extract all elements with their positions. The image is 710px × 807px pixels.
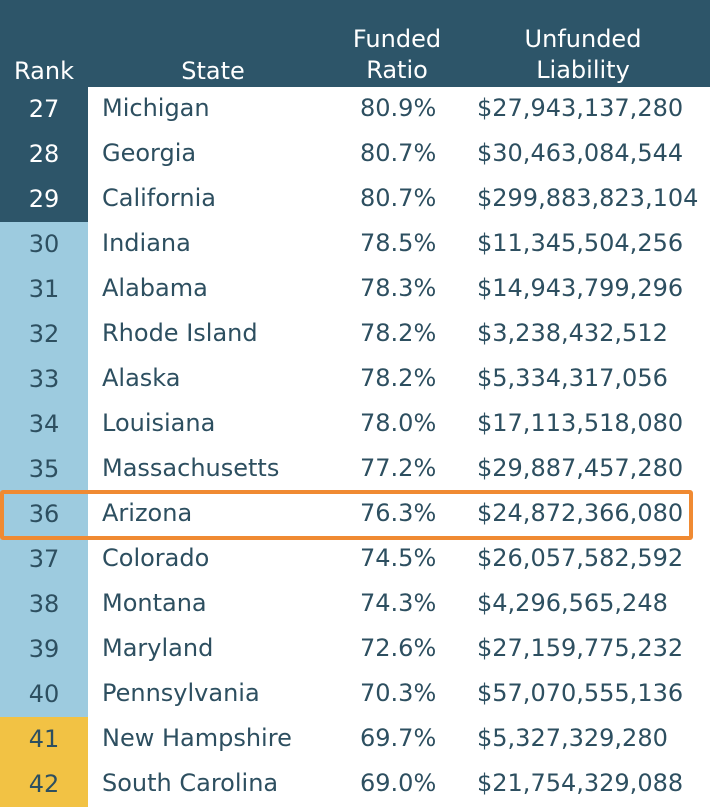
state-cell: Alabama bbox=[102, 274, 208, 302]
header-funded-ratio: Funded Ratio bbox=[338, 25, 456, 87]
state-cell: Indiana bbox=[102, 229, 191, 257]
rank-cell: 29 bbox=[0, 177, 88, 222]
state-cell: Rhode Island bbox=[102, 319, 258, 347]
unfunded-liability-cell: $14,943,799,296 bbox=[477, 274, 684, 302]
rank-cell: 37 bbox=[0, 537, 88, 582]
rank-cell: 35 bbox=[0, 447, 88, 492]
unfunded-liability-cell: $21,754,329,088 bbox=[477, 769, 684, 797]
rank-cell: 30 bbox=[0, 222, 88, 267]
funded-ratio-cell: 76.3% bbox=[360, 499, 437, 527]
state-cell: Michigan bbox=[102, 94, 210, 122]
unfunded-liability-cell: $3,238,432,512 bbox=[477, 319, 668, 347]
table-row: 30 Indiana 78.5% $11,345,504,256 bbox=[0, 222, 710, 267]
table-row: 39 Maryland 72.6% $27,159,775,232 bbox=[0, 627, 710, 672]
unfunded-liability-cell: $5,327,329,280 bbox=[477, 724, 668, 752]
rank-cell: 32 bbox=[0, 312, 88, 357]
funded-ratio-cell: 80.7% bbox=[360, 139, 437, 167]
table-row: 33 Alaska 78.2% $5,334,317,056 bbox=[0, 357, 710, 402]
table-row: 31 Alabama 78.3% $14,943,799,296 bbox=[0, 267, 710, 312]
state-cell: Pennsylvania bbox=[102, 679, 260, 707]
state-cell: California bbox=[102, 184, 216, 212]
funded-ratio-cell: 80.9% bbox=[360, 94, 437, 122]
unfunded-liability-cell: $17,113,518,080 bbox=[477, 409, 684, 437]
table-row: 35 Massachusetts 77.2% $29,887,457,280 bbox=[0, 447, 710, 492]
table-header: Rank State Funded Ratio Unfunded Liabili… bbox=[0, 0, 710, 87]
table-row: 28 Georgia 80.7% $30,463,084,544 bbox=[0, 132, 710, 177]
state-cell: Montana bbox=[102, 589, 207, 617]
table-row: 38 Montana 74.3% $4,296,565,248 bbox=[0, 582, 710, 627]
unfunded-liability-cell: $299,883,823,104 bbox=[477, 184, 699, 212]
table-row: 36 Arizona 76.3% $24,872,366,080 bbox=[0, 492, 710, 537]
funded-ratio-cell: 69.7% bbox=[360, 724, 437, 752]
header-funded-line1: Funded bbox=[352, 25, 442, 53]
state-cell: Maryland bbox=[102, 634, 214, 662]
header-rank-label: Rank bbox=[14, 57, 74, 85]
unfunded-liability-cell: $27,943,137,280 bbox=[477, 94, 684, 122]
unfunded-liability-cell: $29,887,457,280 bbox=[477, 454, 684, 482]
table-row: 37 Colorado 74.5% $26,057,582,592 bbox=[0, 537, 710, 582]
funded-ratio-cell: 70.3% bbox=[360, 679, 437, 707]
table-row: 34 Louisiana 78.0% $17,113,518,080 bbox=[0, 402, 710, 447]
table-row: 40 Pennsylvania 70.3% $57,070,555,136 bbox=[0, 672, 710, 717]
header-rank: Rank bbox=[0, 57, 88, 88]
rank-cell: 42 bbox=[0, 762, 88, 807]
table-row: 32 Rhode Island 78.2% $3,238,432,512 bbox=[0, 312, 710, 357]
state-cell: Massachusetts bbox=[102, 454, 280, 482]
funded-ratio-cell: 78.5% bbox=[360, 229, 437, 257]
funded-ratio-cell: 72.6% bbox=[360, 634, 437, 662]
unfunded-liability-cell: $26,057,582,592 bbox=[477, 544, 684, 572]
unfunded-liability-cell: $4,296,565,248 bbox=[477, 589, 668, 617]
rank-cell: 31 bbox=[0, 267, 88, 312]
funded-ratio-cell: 74.3% bbox=[360, 589, 437, 617]
funded-ratio-cell: 80.7% bbox=[360, 184, 437, 212]
unfunded-liability-cell: $5,334,317,056 bbox=[477, 364, 668, 392]
table-row: 42 South Carolina 69.0% $21,754,329,088 bbox=[0, 762, 710, 807]
unfunded-liability-cell: $27,159,775,232 bbox=[477, 634, 684, 662]
state-cell: South Carolina bbox=[102, 769, 279, 797]
unfunded-liability-cell: $30,463,084,544 bbox=[477, 139, 684, 167]
state-cell: New Hampshire bbox=[102, 724, 292, 752]
header-state-label: State bbox=[181, 57, 245, 85]
unfunded-liability-cell: $24,872,366,080 bbox=[477, 499, 684, 527]
rank-cell: 28 bbox=[0, 132, 88, 177]
header-unfunded-liability: Unfunded Liability bbox=[456, 25, 710, 87]
header-unfunded-line2: Liability bbox=[536, 56, 630, 84]
unfunded-liability-cell: $57,070,555,136 bbox=[477, 679, 684, 707]
rank-cell: 40 bbox=[0, 672, 88, 717]
funded-ratio-cell: 77.2% bbox=[360, 454, 437, 482]
header-funded-line2: Ratio bbox=[366, 56, 428, 84]
state-cell: Louisiana bbox=[102, 409, 216, 437]
unfunded-liability-cell: $11,345,504,256 bbox=[477, 229, 684, 257]
rank-cell: 27 bbox=[0, 87, 88, 132]
rank-cell: 39 bbox=[0, 627, 88, 672]
table-row: 27 Michigan 80.9% $27,943,137,280 bbox=[0, 87, 710, 132]
table-row: 29 California 80.7% $299,883,823,104 bbox=[0, 177, 710, 222]
funded-ratio-cell: 78.2% bbox=[360, 319, 437, 347]
state-cell: Georgia bbox=[102, 139, 197, 167]
state-cell: Colorado bbox=[102, 544, 210, 572]
funded-ratio-cell: 69.0% bbox=[360, 769, 437, 797]
rank-cell: 33 bbox=[0, 357, 88, 402]
rank-cell: 41 bbox=[0, 717, 88, 762]
funded-ratio-cell: 74.5% bbox=[360, 544, 437, 572]
header-state: State bbox=[88, 57, 338, 88]
funded-ratio-cell: 78.2% bbox=[360, 364, 437, 392]
state-cell: Alaska bbox=[102, 364, 181, 392]
funded-ratio-cell: 78.0% bbox=[360, 409, 437, 437]
highlight-box-arizona bbox=[0, 490, 693, 540]
header-unfunded-line1: Unfunded bbox=[524, 25, 642, 53]
rank-cell: 38 bbox=[0, 582, 88, 627]
funded-ratio-cell: 78.3% bbox=[360, 274, 437, 302]
rank-cell: 34 bbox=[0, 402, 88, 447]
rank-cell: 36 bbox=[0, 492, 88, 537]
table-row: 41 New Hampshire 69.7% $5,327,329,280 bbox=[0, 717, 710, 762]
state-cell: Arizona bbox=[102, 499, 193, 527]
